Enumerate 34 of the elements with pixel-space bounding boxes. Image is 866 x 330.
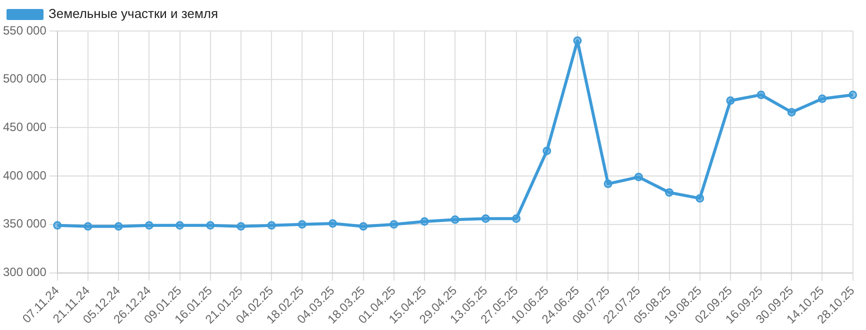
point (236, 222, 246, 231)
point (726, 96, 735, 105)
point (604, 180, 612, 188)
point (298, 220, 306, 229)
point (634, 172, 643, 182)
point (390, 220, 398, 229)
point (756, 90, 766, 100)
point (481, 214, 490, 223)
point (665, 188, 674, 197)
point (176, 221, 184, 230)
point (267, 221, 276, 230)
y-tick-label: 400 000 (2, 168, 47, 182)
point (542, 146, 552, 156)
point (818, 94, 826, 103)
point (848, 90, 858, 100)
y-tick-label: 450 000 (2, 120, 47, 134)
point (787, 108, 796, 116)
point (573, 36, 582, 45)
point (696, 194, 704, 203)
y-tick-label: 550 000 (2, 23, 47, 38)
point (206, 221, 215, 230)
point (420, 217, 429, 226)
legend-label: Земельные участки и земля (48, 6, 218, 22)
point (144, 221, 154, 230)
point (53, 221, 62, 230)
point (114, 222, 123, 231)
y-tick-label: 300 000 (2, 265, 47, 280)
point (328, 219, 337, 228)
point (84, 222, 92, 231)
y-tick-label: 500 000 (2, 72, 47, 86)
point (450, 215, 460, 224)
y-tick-label: 350 000 (2, 216, 47, 231)
point (359, 222, 368, 231)
point (512, 214, 521, 223)
